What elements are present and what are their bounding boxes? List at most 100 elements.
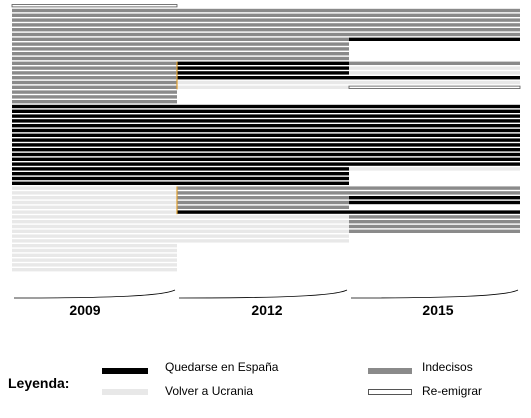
strand-28-2009-quedarse-en-espana [12,133,177,137]
strand-41-2009-volver-a-ucrania [12,196,177,200]
strand-33-2009-quedarse-en-espana [12,157,177,161]
strand-25-2015-quedarse-en-espana [349,119,520,123]
strand-8-2012-indecisos [177,37,349,41]
legend-title: Leyenda: [8,375,70,391]
strand-17-2015-volver-a-ucrania [349,80,520,85]
strand-41-2012-indecisos [177,196,349,200]
strand-24-2015-quedarse-en-espana [349,114,520,118]
strand-7-2015-indecisos [349,32,520,37]
legend-label-reemigrate: Re-emigrar [422,384,483,398]
strand-26-2015-quedarse-en-espana [349,124,520,128]
strand-2-2012-indecisos [177,8,349,13]
strand-13-2015-indecisos [349,61,520,65]
strand-3-2015-indecisos [349,13,520,17]
strand-26-2009-quedarse-en-espana [12,124,177,128]
strand-45-2012-volver-a-ucrania [177,215,349,219]
strand-45-2015-indecisos [349,215,520,219]
strand-27-2009-quedarse-en-espana [12,128,177,133]
strand-17-2009-indecisos [12,80,177,85]
strand-8-2009-indecisos [12,37,177,41]
strand-30-2012-quedarse-en-espana [177,143,349,147]
legend-label-stay: Quedarse en España [165,360,279,374]
strand-7-2009-indecisos [12,32,177,37]
strand-27-2015-quedarse-en-espana [349,128,520,133]
column-baseline-2012 [178,289,348,299]
strand-29-2015-quedarse-en-espana [349,138,520,142]
strand-13-2012-quedarse-en-espana [177,61,349,65]
legend-label-undecided: Indecisos [422,360,473,374]
strand-25-2009-quedarse-en-espana [12,119,177,123]
strand-30-2015-quedarse-en-espana [349,143,520,147]
strand-48-2015-indecisos [349,229,520,233]
strand-32-2012-quedarse-en-espana [177,152,349,157]
strand-35-2012-quedarse-en-espana [177,167,349,171]
strand-26-2012-quedarse-en-espana [177,124,349,128]
strand-23-2009-quedarse-en-espana [12,109,177,113]
strand-44-2012-quedarse-en-espana [177,210,349,214]
strand-4-2009-indecisos [12,18,177,22]
strand-5-2015-indecisos [349,23,520,27]
strand-46-2009-volver-a-ucrania [12,220,177,224]
strand-23-2012-quedarse-en-espana [177,109,349,113]
legend-swatch-reemigrate [368,389,412,395]
strand-55-2009-volver-a-ucrania [12,263,177,267]
strand-42-2012-indecisos [177,200,349,205]
year-label-2009: 2009 [69,302,101,318]
strand-37-2012-quedarse-en-espana [177,176,349,181]
strand-5-2009-indecisos [12,23,177,27]
legend-swatch-undecided [368,368,412,374]
strand-44-2009-volver-a-ucrania [12,210,177,214]
strand-44-2015-quedarse-en-espana [349,210,520,214]
year-label-2015: 2015 [422,302,454,318]
strand-40-2009-volver-a-ucrania [12,191,177,195]
strand-6-2009-indecisos [12,28,177,32]
strand-42-2015-quedarse-en-espana [349,200,520,205]
strand-40-2012-indecisos [177,191,349,195]
strand-41-2015-quedarse-en-espana [349,196,520,200]
strand-35-2015-volver-a-ucrania [349,167,520,171]
strand-50-2012-volver-a-ucrania [177,239,349,243]
strand-12-2012-indecisos [177,56,349,61]
legend-swatch-stay [102,368,148,374]
strand-34-2009-quedarse-en-espana [12,162,177,166]
strand-31-2009-quedarse-en-espana [12,148,177,152]
strand-3-2012-indecisos [177,13,349,17]
strand-35-2009-quedarse-en-espana [12,167,177,171]
strand-10-2012-indecisos [177,47,349,51]
strand-6-2015-indecisos [349,28,520,32]
strand-14-2012-quedarse-en-espana [177,66,349,70]
strand-6-2012-indecisos [177,28,349,32]
strand-34-2015-quedarse-en-espana [349,162,520,166]
strand-29-2009-quedarse-en-espana [12,138,177,142]
strand-18-2015-re-emigrar [348,85,521,89]
strand-49-2009-volver-a-ucrania [12,234,177,238]
strand-46-2015-indecisos [349,220,520,224]
strand-1-2009-re-emigrar [11,4,178,8]
strand-31-2015-quedarse-en-espana [349,148,520,152]
strand-2-2009-indecisos [12,8,177,13]
strand-18-2009-indecisos [12,85,177,89]
strand-16-2015-quedarse-en-espana [349,76,520,80]
strand-21-2009-indecisos [12,100,177,104]
strand-25-2012-quedarse-en-espana [177,119,349,123]
strand-43-2012-indecisos [177,205,349,209]
strand-54-2009-volver-a-ucrania [12,258,177,262]
strand-15-2012-quedarse-en-espana [177,71,349,75]
strand-5-2012-indecisos [177,23,349,27]
strand-50-2009-volver-a-ucrania [12,239,177,243]
strand-38-2009-quedarse-en-espana [12,181,177,185]
strand-2-2015-indecisos [349,8,520,13]
strand-42-2009-volver-a-ucrania [12,200,177,205]
strand-7-2012-indecisos [177,32,349,37]
strand-17-2012-volver-a-ucrania [177,80,349,85]
strand-47-2009-volver-a-ucrania [12,224,177,229]
strand-23-2015-quedarse-en-espana [349,109,520,113]
strand-48-2012-volver-a-ucrania [177,229,349,233]
legend-label-return: Volver a Ucrania [165,384,254,398]
strand-34-2012-quedarse-en-espana [177,162,349,166]
strand-20-2009-indecisos [12,95,177,99]
strand-43-2009-volver-a-ucrania [12,205,177,209]
strand-18-2012-volver-a-ucrania [177,85,349,89]
strand-47-2012-volver-a-ucrania [177,224,349,229]
strand-14-2009-indecisos [12,66,177,70]
